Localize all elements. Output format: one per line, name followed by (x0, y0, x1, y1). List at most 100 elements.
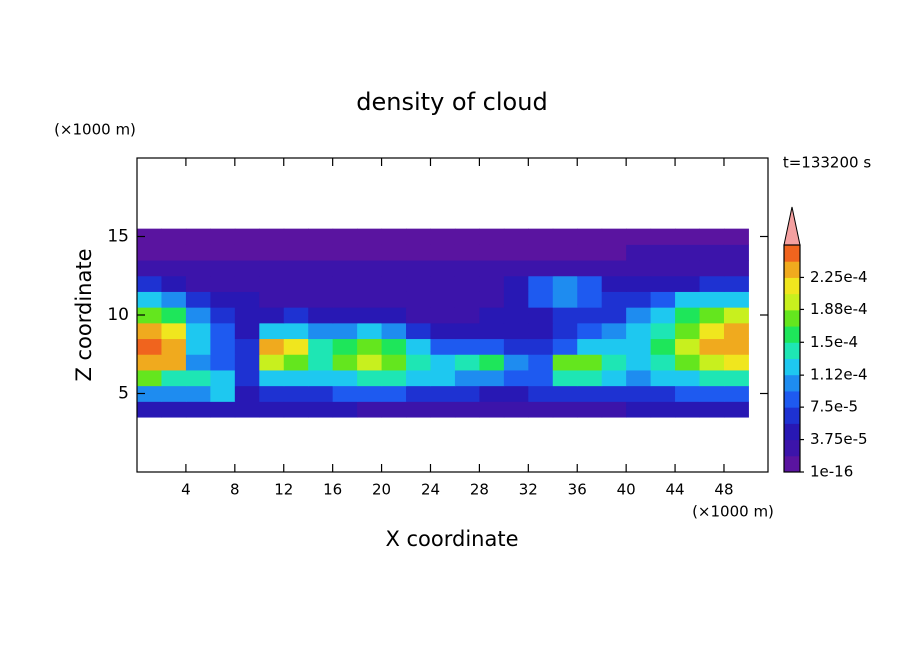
cell (503, 369, 529, 387)
cell (381, 244, 407, 261)
cell (675, 354, 701, 371)
cell (283, 369, 309, 387)
cell (723, 260, 749, 277)
cell (552, 228, 578, 245)
cell (406, 275, 431, 292)
cell (234, 322, 260, 340)
cell (406, 401, 431, 418)
cell (381, 322, 407, 340)
cell (552, 322, 578, 340)
cell (308, 385, 334, 402)
cell (454, 401, 480, 418)
cell (357, 338, 383, 355)
cell (308, 244, 334, 261)
cell (406, 354, 431, 371)
cell (650, 291, 676, 308)
cell (650, 244, 676, 261)
cell (430, 291, 456, 308)
cell (528, 385, 554, 402)
cell (650, 307, 676, 324)
cell (137, 275, 162, 292)
cell (552, 307, 578, 324)
cell (210, 369, 236, 387)
cell (454, 354, 480, 371)
cell (430, 354, 456, 371)
cell (259, 260, 285, 277)
cell (601, 401, 627, 418)
cell (454, 322, 480, 340)
cell (699, 338, 725, 355)
cell (577, 307, 603, 324)
cell (650, 354, 676, 371)
cell (503, 385, 529, 402)
colorbar-band (784, 293, 800, 311)
colorbar-tick-label: 1e-16 (810, 463, 853, 481)
cell (675, 338, 701, 355)
cell (137, 385, 162, 402)
y-tick-label: 5 (118, 384, 129, 404)
cell (601, 322, 627, 340)
cell (137, 322, 162, 340)
cell (332, 401, 358, 418)
x-tick-label: 40 (617, 481, 636, 499)
cell (332, 244, 358, 261)
cell (406, 228, 431, 245)
cell (454, 291, 480, 308)
cell (479, 244, 505, 261)
cell (528, 307, 554, 324)
cell (699, 385, 725, 402)
x-axis-label: X coordinate (385, 527, 518, 551)
cell (528, 291, 554, 308)
cell (185, 275, 211, 292)
cell (723, 354, 749, 371)
cell (723, 275, 749, 292)
cell (528, 244, 554, 261)
cell (479, 401, 505, 418)
cell (259, 228, 285, 245)
cell (234, 275, 260, 292)
cell (185, 369, 211, 387)
cell (723, 244, 749, 261)
cell (723, 385, 749, 402)
cell (503, 260, 529, 277)
cell (161, 338, 187, 355)
cell (161, 260, 187, 277)
cell (454, 307, 480, 324)
cell (308, 228, 334, 245)
colorbar-band (784, 455, 800, 473)
cell (259, 307, 285, 324)
x-unit: (×1000 m) (692, 503, 774, 521)
cell (430, 275, 456, 292)
cell (454, 244, 480, 261)
x-tick-label: 44 (666, 481, 685, 499)
cell (283, 228, 309, 245)
cell (161, 244, 187, 261)
cell (601, 307, 627, 324)
cell (479, 307, 505, 324)
cell (259, 354, 285, 371)
cell (454, 385, 480, 402)
cell (357, 228, 383, 245)
cell (577, 260, 603, 277)
cell (503, 354, 529, 371)
cell (210, 354, 236, 371)
cell (430, 385, 456, 402)
cell (577, 275, 603, 292)
cell (381, 291, 407, 308)
cell (601, 369, 627, 387)
cell (357, 275, 383, 292)
cell (357, 385, 383, 402)
cell (210, 338, 236, 355)
colorbar-band (784, 342, 800, 359)
cell (381, 369, 407, 387)
cell (357, 322, 383, 340)
cell (626, 401, 652, 418)
cell (308, 260, 334, 277)
cell (430, 322, 456, 340)
cell (137, 244, 162, 261)
x-tick-label: 24 (421, 481, 440, 499)
cell (430, 338, 456, 355)
x-tick-label: 32 (519, 481, 538, 499)
cell (479, 369, 505, 387)
